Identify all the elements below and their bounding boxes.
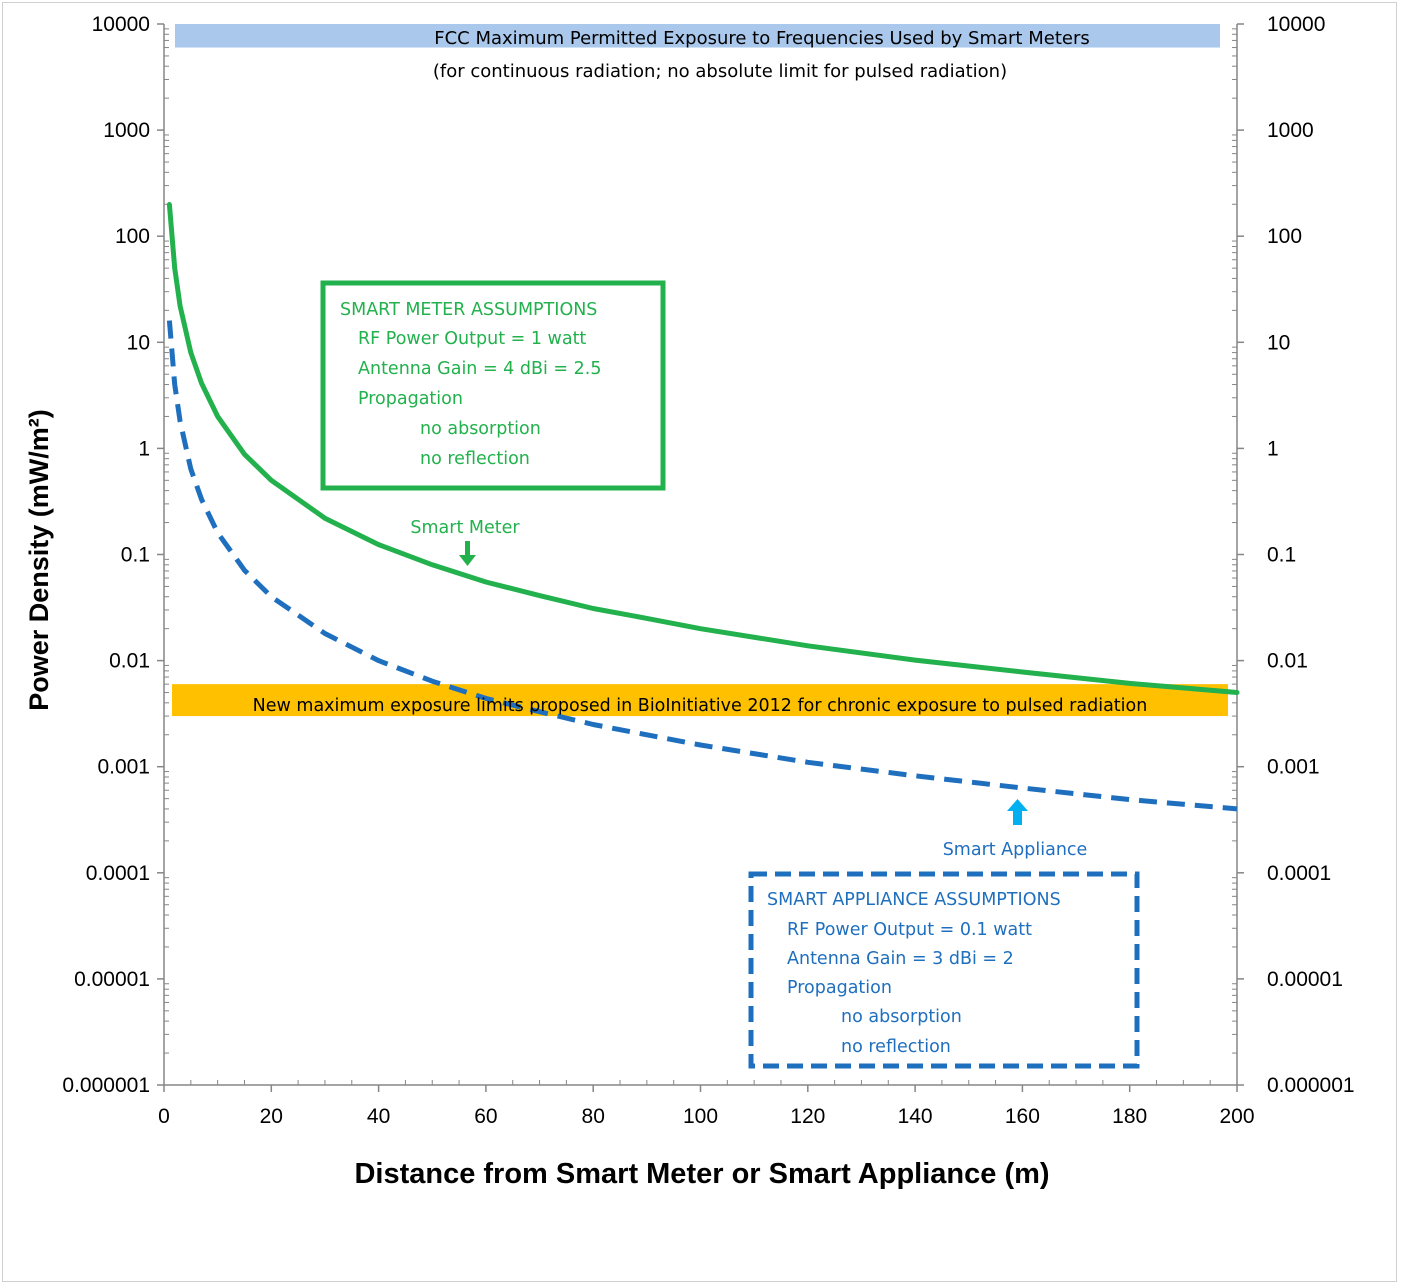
x-tick-label: 180 [1112, 1105, 1147, 1128]
x-tick-label: 200 [1219, 1105, 1254, 1128]
smart-meter-box-title: SMART METER ASSUMPTIONS [340, 300, 597, 320]
smart-meter-box-line-5: no reflection [420, 449, 530, 469]
smart-appliance-label: Smart Appliance [943, 840, 1088, 860]
y-tick-label-left: 0.01 [109, 650, 150, 673]
smart-meter-assumptions-box: SMART METER ASSUMPTIONS RF Power Output … [320, 280, 666, 491]
x-axis-title: Distance from Smart Meter or Smart Appli… [354, 1158, 1049, 1190]
x-tick-label: 140 [898, 1105, 933, 1128]
x-tick-label: 0 [158, 1105, 170, 1128]
y-tick-label-right: 10000 [1267, 13, 1325, 36]
smart-appliance-box-line-2: Antenna Gain = 3 dBi = 2 [787, 949, 1014, 969]
x-tick-label: 80 [582, 1105, 605, 1128]
smart-meter-box-line-1: RF Power Output = 1 watt [358, 329, 586, 349]
y-tick-label-right: 0.001 [1267, 756, 1320, 779]
y-tick-label-left: 100 [115, 225, 150, 248]
x-tick-label: 60 [474, 1105, 497, 1128]
y-tick-label-right: 0.1 [1267, 544, 1296, 567]
y-tick-label-left: 0.1 [121, 544, 150, 567]
x-tick-label: 100 [683, 1105, 718, 1128]
y-tick-label-left: 1000 [103, 119, 150, 142]
y-tick-label-right: 0.00001 [1267, 968, 1343, 991]
x-tick-label: 40 [367, 1105, 390, 1128]
y-tick-label-right: 1 [1267, 437, 1279, 460]
smart-appliance-box-line-5: no reflection [841, 1037, 951, 1057]
smart-meter-series-line [166, 202, 1240, 695]
fcc-band-label: FCC Maximum Permitted Exposure to Freque… [434, 28, 1089, 49]
bands-layer [172, 24, 1228, 717]
series-layer [166, 202, 1240, 812]
y-tick-label-right: 0.000001 [1267, 1074, 1355, 1097]
bioinitiative-band [172, 684, 1228, 717]
smart-appliance-arrow-icon [1007, 799, 1028, 825]
fcc-band [175, 24, 1220, 48]
fcc-band-subtitle: (for continuous radiation; no absolute l… [433, 61, 1007, 82]
smart-meter-box-line-3: Propagation [358, 389, 463, 409]
x-tick-label: 20 [260, 1105, 283, 1128]
y-axis-title: Power Density (mW/m²) [24, 409, 54, 711]
smart-appliance-box-line-1: RF Power Output = 0.1 watt [787, 920, 1032, 940]
y-tick-label-left: 0.00001 [74, 968, 150, 991]
smart-appliance-series-line [166, 320, 1238, 812]
smart-appliance-box-title: SMART APPLIANCE ASSUMPTIONS [767, 890, 1061, 910]
y-tick-label-left: 0.000001 [62, 1074, 150, 1097]
x-tick-label: 120 [790, 1105, 825, 1128]
y-tick-label-left: 10 [127, 331, 150, 354]
y-tick-label-right: 10 [1267, 331, 1290, 354]
y-tick-label-left: 0.0001 [86, 862, 150, 885]
smart-appliance-box-line-3: Propagation [787, 978, 892, 998]
y-tick-label-right: 1000 [1267, 119, 1314, 142]
y-tick-label-right: 0.0001 [1267, 862, 1331, 885]
smart-meter-box-line-2: Antenna Gain = 4 dBi = 2.5 [358, 359, 601, 379]
smart-appliance-assumptions-box: SMART APPLIANCE ASSUMPTIONS RF Power Out… [748, 871, 1140, 1069]
y-tick-label-left: 10000 [92, 13, 150, 36]
smart-appliance-box-line-4: no absorption [841, 1007, 962, 1027]
y-tick-label-left: 0.001 [97, 756, 150, 779]
bioinitiative-band-label: New maximum exposure limits proposed in … [253, 696, 1148, 716]
y-tick-label-left: 1 [138, 437, 150, 460]
y-tick-label-right: 100 [1267, 225, 1302, 248]
y-tick-label-right: 0.01 [1267, 650, 1308, 673]
smart-meter-label: Smart Meter [410, 518, 520, 538]
smart-meter-box-line-4: no absorption [420, 419, 541, 439]
smart-meter-arrow-icon [459, 541, 476, 566]
x-tick-label: 160 [1005, 1105, 1040, 1128]
